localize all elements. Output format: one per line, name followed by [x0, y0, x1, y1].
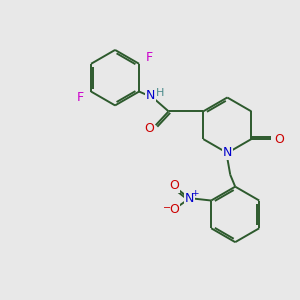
Text: F: F [146, 51, 153, 64]
Text: O: O [169, 179, 179, 192]
Text: H: H [155, 88, 164, 98]
Text: N: N [146, 89, 155, 102]
Text: O: O [169, 203, 179, 216]
Text: F: F [77, 91, 84, 104]
Text: +: + [190, 189, 198, 198]
Text: N: N [223, 146, 232, 160]
Text: O: O [274, 133, 284, 146]
Text: N: N [185, 192, 194, 205]
Text: O: O [144, 122, 154, 135]
Text: −: − [163, 203, 171, 214]
